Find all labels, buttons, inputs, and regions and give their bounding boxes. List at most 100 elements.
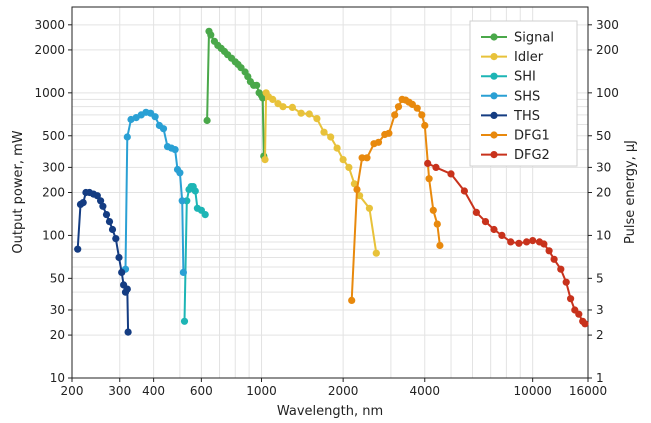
y-tick-label: 30 [50,303,65,317]
legend-box [469,20,578,167]
data-point [550,255,558,263]
legend-label: THS [513,109,540,124]
data-point [529,237,537,245]
data-point [320,128,328,136]
legend-item-dfg1: DFG1 [481,129,550,144]
data-point [436,241,444,250]
legend-swatch-marker [490,72,498,80]
series-idler [261,89,380,257]
legend-swatch-marker [490,33,498,41]
data-point [102,211,111,219]
data-point [259,94,267,102]
series-lines [74,27,589,336]
series-signal [203,27,268,160]
y-tick-label: 100 [42,228,65,242]
legend-label: Signal [514,31,554,46]
y-tick-label: 200 [42,186,65,200]
data-point [108,225,117,234]
y2-tick-label: 3 [596,303,604,317]
data-point [191,187,199,195]
data-point [115,253,123,262]
data-point [123,133,131,141]
data-point [313,115,321,123]
y-tick-label: 50 [50,271,65,285]
y2-tick-label: 2 [596,328,604,342]
y2-tick-label: 30 [596,160,611,174]
data-point [391,111,399,119]
y2-tick-label: 1 [596,371,604,385]
legend: Signal Idler SHI SHS THS DFG1 DFG2 [469,20,578,167]
legend-item-dfg2: DFG2 [481,148,550,163]
data-point [180,317,189,325]
data-point [433,220,441,228]
data-point [394,103,403,111]
x-tick-label: 400 [142,384,165,398]
data-point [460,187,468,195]
y-tick-label: 2000 [34,43,65,57]
data-point [540,240,548,248]
legend-swatch-marker [490,111,498,119]
data-point [348,296,356,304]
data-point [408,100,416,108]
data-point [413,104,421,112]
data-point [179,268,187,276]
data-point [472,208,480,216]
y-axis-left: 10 20 30 50 100 200 300 500 1000 2000 3000 [34,18,72,385]
series-line [350,98,441,301]
data-point [353,185,361,194]
legend-swatch-marker [490,151,498,159]
x-tick-label: 16000 [569,384,607,398]
legend-label: DFG2 [514,148,550,163]
data-point [97,197,105,205]
data-point [575,310,583,318]
data-point [207,31,215,39]
data-point [372,249,380,257]
data-point [374,138,383,146]
y-tick-label: 10 [50,371,65,385]
data-point [339,156,347,164]
x-tick-label: 200 [61,384,84,398]
data-point [363,154,371,162]
data-point [99,202,107,210]
y2-axis-title: Pulse energy, µJ [623,140,638,244]
legend-item-idler: Idler [481,50,544,65]
data-point [581,320,589,328]
x-tick-label: 300 [108,384,131,398]
data-point [562,278,570,286]
legend-item-shi: SHI [481,70,536,85]
data-point [288,103,296,111]
y2-tick-label: 5 [596,271,604,285]
y-tick-label: 300 [42,160,65,174]
y2-tick-label: 100 [596,86,619,100]
y-axis-right: 1 2 3 5 10 20 30 50 100 200 300 [588,18,619,385]
data-point [333,144,341,152]
legend-swatch-marker [490,131,498,139]
legend-label: SHI [514,70,536,85]
data-point [269,95,277,103]
y-tick-label: 20 [50,328,65,342]
x-tick-label: 4000 [409,384,440,398]
data-point [305,110,313,118]
y2-tick-label: 300 [596,18,619,32]
data-point [523,238,531,246]
data-point [425,175,433,183]
legend-label: Idler [514,50,544,65]
series-shs [121,108,187,276]
data-point [498,231,506,239]
data-point [421,121,429,130]
data-point [201,211,209,219]
series-dfg2 [424,159,589,328]
data-point [253,81,261,89]
x-tick-label: 10000 [514,384,552,398]
data-point [74,245,82,253]
x-tick-label: 2000 [328,384,359,398]
data-point [124,328,132,336]
data-point [481,218,490,226]
data-point [203,116,211,125]
data-point [118,268,126,276]
data-point [545,247,553,255]
data-point [507,238,515,246]
data-point [159,125,168,133]
data-point [350,180,358,188]
